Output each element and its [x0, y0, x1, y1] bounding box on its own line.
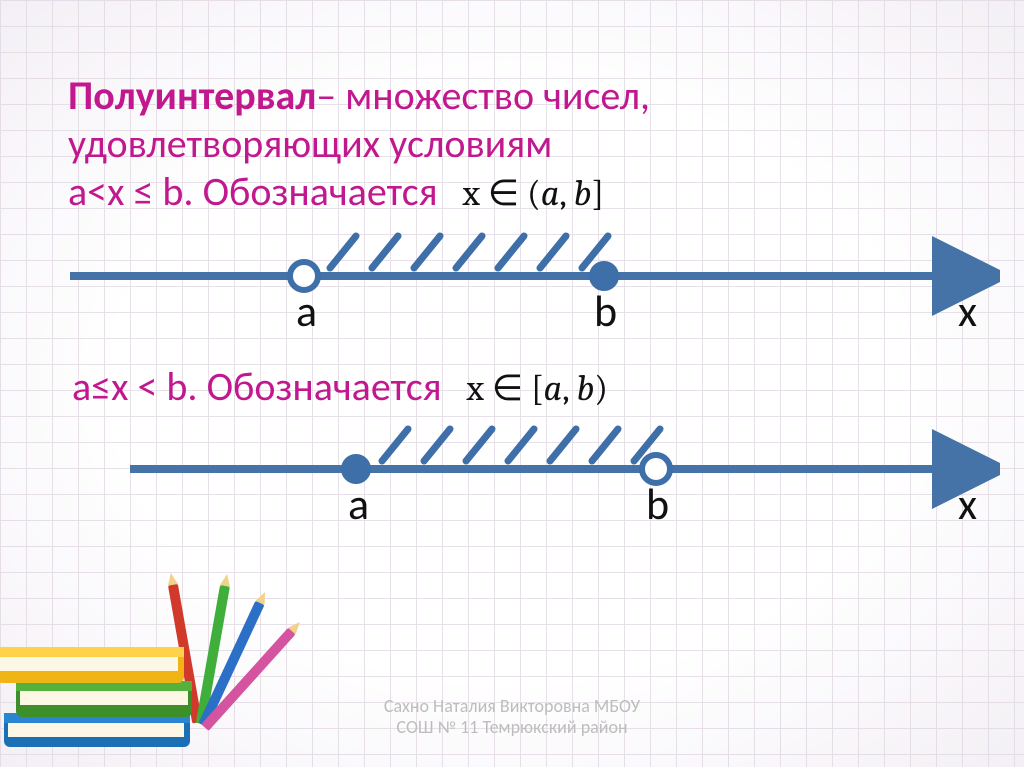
label-a: a [348, 477, 369, 521]
second-block: a≤x < b. Обозначается x ∈ [a, b) [72, 362, 964, 411]
title-line-3: a<x ≤ b. Обозначается [68, 167, 438, 216]
interval-notation-2: x ∈ [a, b) [451, 368, 608, 409]
second-text: a≤x < b. Обозначается [72, 362, 442, 411]
hatching [330, 236, 608, 268]
label-b: b [646, 477, 669, 521]
title-rest-1: – множество чисел, [316, 71, 650, 120]
hatching [382, 429, 660, 461]
title-line-2: удовлетворяющих условиям [68, 120, 964, 168]
label-a: a [296, 284, 317, 328]
footer-line-1: Сахно Наталия Викторовна МБОУ [0, 696, 1024, 718]
axis-label-x: x [958, 284, 977, 328]
title-strong: Полуинтервал [68, 71, 316, 120]
title-block: Полуинтервал– множество чисел, удовлетво… [68, 72, 964, 216]
title-line-3-wrap: a<x ≤ b. Обозначается x ∈ (a, b] [68, 168, 964, 216]
axis-label-x: x [958, 477, 977, 521]
title-line-1: Полуинтервал– множество чисел, [68, 72, 964, 120]
footer-line-2: СОШ № 11 Темрюкский район [0, 717, 1024, 739]
number-line-2: a b x [60, 421, 1000, 521]
footer-attribution: Сахно Наталия Викторовна МБОУ СОШ № 11 Т… [0, 696, 1024, 739]
slide-content: Полуинтервал– множество чисел, удовлетво… [0, 0, 1024, 767]
interval-notation-1: x ∈ (a, b] [447, 173, 604, 214]
label-b: b [594, 284, 617, 328]
number-line-1: a b x [60, 228, 1000, 328]
